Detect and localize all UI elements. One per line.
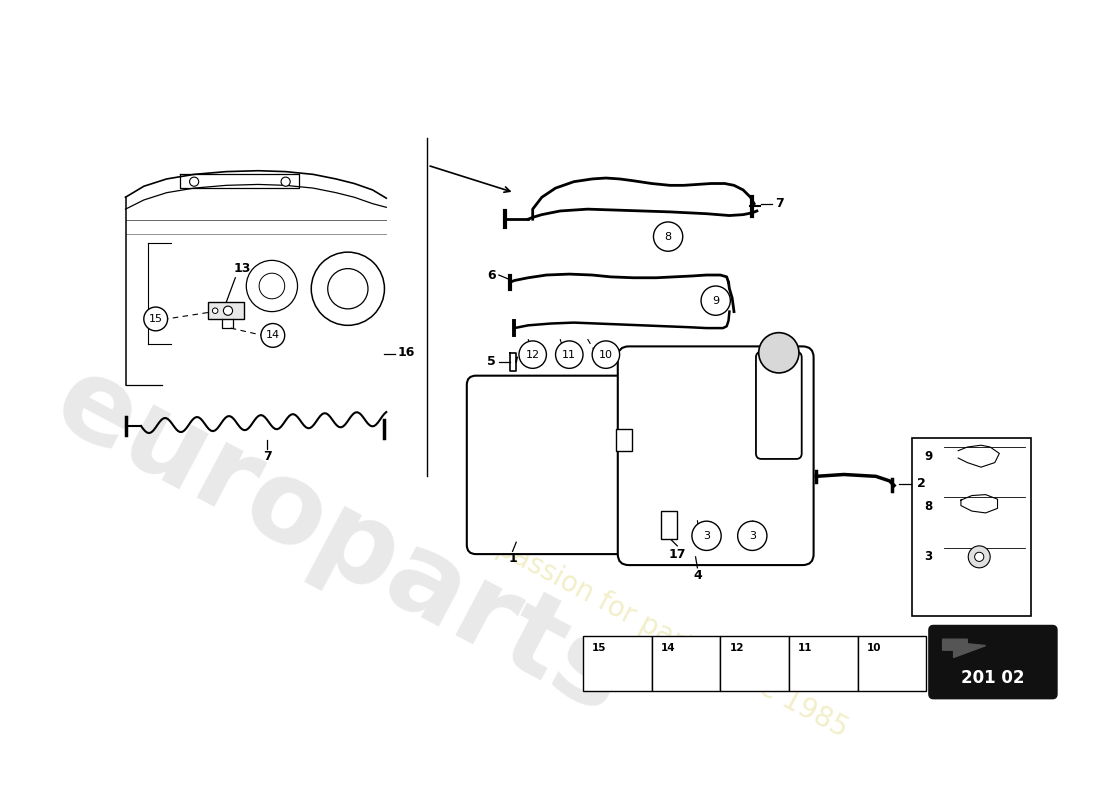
Text: 4: 4 (693, 569, 702, 582)
Bar (661, 511, 678, 538)
Text: 11: 11 (798, 643, 813, 654)
Bar (720, 637, 789, 691)
Bar (789, 637, 858, 691)
FancyBboxPatch shape (756, 352, 802, 459)
Circle shape (653, 222, 683, 251)
Text: 15: 15 (592, 643, 607, 654)
Circle shape (144, 307, 167, 331)
Text: 11: 11 (562, 350, 576, 360)
Text: 10: 10 (867, 643, 881, 654)
Circle shape (328, 269, 369, 309)
Polygon shape (943, 639, 986, 658)
Circle shape (692, 521, 722, 550)
Text: 12: 12 (729, 643, 744, 654)
Text: 6: 6 (487, 269, 496, 282)
Text: 7: 7 (776, 197, 784, 210)
Text: 3: 3 (924, 550, 933, 563)
Bar (858, 637, 926, 691)
Bar (616, 429, 632, 450)
Circle shape (701, 286, 730, 315)
Text: 1: 1 (508, 552, 517, 565)
Bar (912, 438, 1032, 616)
Circle shape (759, 333, 799, 373)
Bar (583, 637, 651, 691)
Circle shape (246, 260, 297, 312)
Circle shape (975, 552, 983, 562)
Circle shape (189, 177, 199, 186)
Text: 14: 14 (266, 330, 279, 341)
Text: 15: 15 (148, 314, 163, 324)
Text: 9: 9 (712, 296, 719, 306)
Text: 3: 3 (749, 530, 756, 541)
Text: 14: 14 (661, 643, 675, 654)
Text: 8: 8 (664, 231, 672, 242)
Bar (651, 637, 720, 691)
Circle shape (282, 177, 290, 186)
Text: 16: 16 (397, 346, 415, 359)
Text: europarts: europarts (36, 343, 645, 738)
Circle shape (261, 323, 285, 347)
Text: 3: 3 (703, 530, 710, 541)
Text: a passion for parts since 1985: a passion for parts since 1985 (469, 521, 852, 742)
Text: 10: 10 (598, 350, 613, 360)
Circle shape (311, 252, 385, 326)
Text: 201 02: 201 02 (961, 669, 1025, 686)
Text: 7: 7 (263, 450, 272, 462)
FancyBboxPatch shape (466, 376, 627, 554)
Circle shape (738, 521, 767, 550)
Text: 12: 12 (526, 350, 540, 360)
Text: 17: 17 (669, 547, 686, 561)
FancyBboxPatch shape (618, 346, 814, 565)
Circle shape (968, 546, 990, 568)
Bar (208, 302, 244, 319)
Text: 9: 9 (924, 450, 933, 462)
FancyBboxPatch shape (928, 626, 1057, 698)
Circle shape (223, 306, 232, 315)
Text: 8: 8 (924, 500, 933, 513)
Circle shape (260, 273, 285, 299)
Text: 13: 13 (234, 262, 251, 275)
Circle shape (212, 308, 218, 314)
Circle shape (519, 341, 547, 368)
Circle shape (556, 341, 583, 368)
Text: 5: 5 (487, 355, 496, 369)
Circle shape (592, 341, 619, 368)
Text: 2: 2 (917, 477, 926, 490)
